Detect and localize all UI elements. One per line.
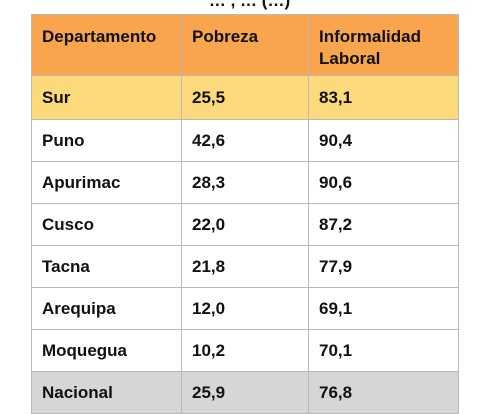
cell-departamento: Nacional (31, 371, 182, 414)
header-informalidad-laboral: Informalidad Laboral (308, 14, 459, 76)
cell-departamento: Moquegua (31, 329, 182, 372)
cell-pobreza: 42,6 (181, 119, 309, 162)
cell-informalidad: 77,9 (308, 245, 459, 288)
cell-departamento: Puno (31, 119, 182, 162)
table-row-nacional: Nacional 25,9 76,8 (31, 371, 459, 414)
table-row-puno: Puno 42,6 90,4 (31, 119, 459, 162)
header-departamento: Departamento (31, 14, 182, 76)
header-pobreza: Pobreza (181, 14, 309, 76)
cell-departamento: Tacna (31, 245, 182, 288)
cell-informalidad: 70,1 (308, 329, 459, 372)
table-row-sur: Sur 25,5 83,1 (31, 75, 459, 120)
cell-pobreza: 10,2 (181, 329, 309, 372)
cell-pobreza: 28,3 (181, 161, 309, 204)
cell-pobreza: 25,5 (181, 75, 309, 120)
cell-informalidad: 83,1 (308, 75, 459, 120)
poverty-informality-table: Departamento Pobreza Informalidad Labora… (31, 14, 459, 414)
cell-departamento: Cusco (31, 203, 182, 246)
cell-informalidad: 87,2 (308, 203, 459, 246)
cell-pobreza: 22,0 (181, 203, 309, 246)
cell-informalidad: 90,4 (308, 119, 459, 162)
cell-pobreza: 21,8 (181, 245, 309, 288)
table-row-cusco: Cusco 22,0 87,2 (31, 203, 459, 246)
cell-pobreza: 25,9 (181, 371, 309, 414)
table-header-row: Departamento Pobreza Informalidad Labora… (31, 14, 459, 76)
table-row-apurimac: Apurimac 28,3 90,6 (31, 161, 459, 204)
table-row-moquegua: Moquegua 10,2 70,1 (31, 329, 459, 372)
cell-pobreza: 12,0 (181, 287, 309, 330)
table-title-fragment: … , … (…) (208, 0, 291, 10)
table-row-arequipa: Arequipa 12,0 69,1 (31, 287, 459, 330)
cell-departamento: Apurimac (31, 161, 182, 204)
cell-informalidad: 69,1 (308, 287, 459, 330)
cell-departamento: Arequipa (31, 287, 182, 330)
cell-departamento: Sur (31, 75, 182, 120)
cell-informalidad: 76,8 (308, 371, 459, 414)
table-row-tacna: Tacna 21,8 77,9 (31, 245, 459, 288)
cell-informalidad: 90,6 (308, 161, 459, 204)
